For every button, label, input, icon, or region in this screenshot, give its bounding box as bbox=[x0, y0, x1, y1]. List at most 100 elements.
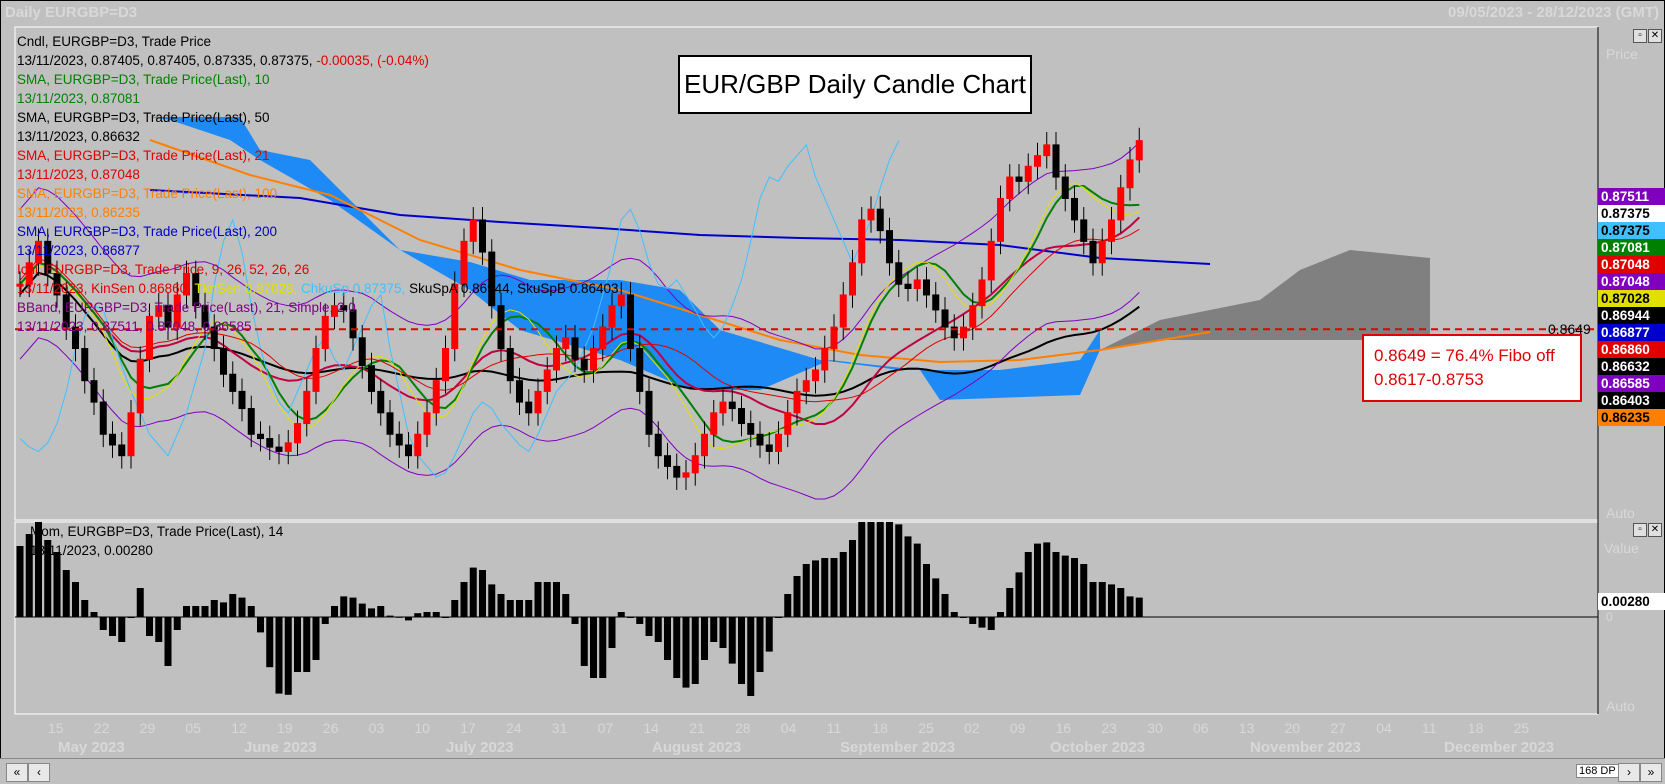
date-tick-label: 02 bbox=[964, 720, 980, 736]
momentum-close-icon[interactable]: ✕ bbox=[1648, 523, 1662, 537]
momentum-bar bbox=[682, 617, 690, 688]
candle-body bbox=[460, 240, 468, 285]
momentum-bar bbox=[969, 617, 977, 624]
candle-body bbox=[1015, 176, 1023, 182]
candle-body bbox=[645, 390, 653, 435]
candle-body bbox=[1024, 165, 1032, 182]
momentum-bar bbox=[192, 606, 200, 617]
restore-icon[interactable]: ▫ bbox=[1633, 29, 1647, 43]
date-tick-label: 23 bbox=[1101, 720, 1117, 736]
scroll-left-icon[interactable]: ‹ bbox=[28, 763, 50, 782]
price-auto-label[interactable]: Auto bbox=[1606, 505, 1635, 521]
momentum-restore-icon[interactable]: ▫ bbox=[1633, 523, 1647, 537]
legend-line: 13/11/2023, KinSen 0.86860, TknSen 0.870… bbox=[17, 279, 619, 298]
momentum-bar bbox=[340, 596, 348, 617]
candle-body bbox=[257, 433, 264, 440]
candle-body bbox=[210, 326, 218, 350]
date-tick-label: 18 bbox=[872, 720, 888, 736]
date-tick-label: 16 bbox=[1055, 720, 1072, 736]
momentum-bar bbox=[303, 617, 311, 672]
momentum-bar bbox=[775, 617, 782, 618]
momentum-bar bbox=[414, 613, 422, 617]
legend-text: 13/11/2023, 0.87511, 0.87048, 0.86585 bbox=[17, 319, 252, 334]
fibo-annotation-line1: 0.8649 = 76.4% Fibo off bbox=[1374, 346, 1555, 365]
title-bar: Daily EURGBP=D3 09/05/2023 - 28/12/2023 … bbox=[0, 0, 1665, 26]
momentum-bar bbox=[201, 606, 209, 617]
momentum-bar bbox=[1015, 572, 1023, 617]
scroll-right-icon[interactable]: › bbox=[1618, 763, 1640, 782]
momentum-bar bbox=[784, 594, 792, 617]
price-tag: 0.87375 bbox=[1598, 205, 1665, 222]
momentum-bar bbox=[442, 617, 449, 618]
candle-body bbox=[1071, 197, 1078, 221]
candle-body bbox=[312, 348, 320, 392]
candle-body bbox=[636, 348, 644, 392]
candle-body bbox=[395, 433, 403, 446]
legend-text: 13/11/2023, 0.86235 bbox=[17, 205, 140, 220]
candle-body bbox=[765, 444, 773, 452]
price-tag: 0.86944 bbox=[1598, 307, 1665, 324]
momentum-bar bbox=[580, 617, 588, 666]
momentum-bar bbox=[81, 600, 89, 617]
date-tick-label: 26 bbox=[322, 720, 339, 736]
price-tag: 0.86877 bbox=[1598, 324, 1665, 341]
candle-body bbox=[146, 315, 153, 360]
legend-text: SMA, EURGBP=D3, Trade Price(Last), 200 bbox=[17, 224, 277, 239]
candle-body bbox=[756, 433, 764, 446]
candle-body bbox=[997, 197, 1004, 242]
momentum-bar bbox=[858, 522, 866, 617]
date-tick-label: 30 bbox=[1147, 720, 1163, 736]
close-icon[interactable]: ✕ bbox=[1648, 29, 1662, 43]
date-tick-label: 03 bbox=[368, 720, 385, 736]
momentum-bar bbox=[747, 617, 755, 696]
candle-body bbox=[1126, 159, 1134, 189]
momentum-bar bbox=[673, 617, 681, 678]
momentum-bar bbox=[1108, 584, 1115, 617]
candle-body bbox=[710, 412, 718, 435]
momentum-bar bbox=[312, 617, 320, 660]
price-tag: 0.86632 bbox=[1598, 358, 1665, 375]
candle-body bbox=[16, 283, 24, 287]
price-tag: 0.87511 bbox=[1598, 188, 1665, 205]
momentum-bar bbox=[109, 617, 116, 636]
momentum-bar bbox=[164, 617, 172, 666]
momentum-bar bbox=[146, 617, 153, 636]
date-tick-label: 25 bbox=[1513, 720, 1530, 736]
momentum-bar bbox=[913, 543, 921, 617]
legend-text: SMA, EURGBP=D3, Trade Price(Last), 10 bbox=[17, 72, 270, 87]
momentum-bar bbox=[802, 564, 810, 617]
fibo-annotation-line2: 0.8617-0.8753 bbox=[1374, 370, 1484, 389]
legend-line: 13/11/2023, 0.86235 bbox=[17, 203, 619, 222]
candle-body bbox=[987, 240, 995, 281]
candle-body bbox=[469, 219, 477, 242]
momentum-bar bbox=[506, 600, 514, 617]
scroll-start-icon[interactable]: « bbox=[6, 763, 28, 782]
data-points-label: 168 DP bbox=[1576, 764, 1619, 778]
momentum-bar bbox=[1098, 582, 1106, 617]
candle-body bbox=[99, 401, 107, 435]
candle-body bbox=[516, 380, 523, 403]
value-auto-label[interactable]: Auto bbox=[1606, 698, 1635, 714]
candle-body bbox=[886, 230, 893, 264]
candle-body bbox=[654, 433, 662, 457]
momentum-bar bbox=[1135, 597, 1143, 617]
candle-body bbox=[349, 309, 357, 339]
candle-body bbox=[173, 294, 181, 328]
candle-body bbox=[118, 444, 126, 457]
date-tick-label: 11 bbox=[1422, 720, 1437, 736]
legend-value: -0.00035, (-0.04%) bbox=[316, 53, 429, 68]
candle-body bbox=[812, 369, 819, 382]
scroll-end-icon[interactable]: » bbox=[1640, 763, 1662, 782]
sma50-line bbox=[19, 271, 1140, 397]
date-tick-label: 09 bbox=[1009, 720, 1026, 736]
candle-body bbox=[432, 380, 440, 414]
momentum-bar bbox=[849, 540, 856, 617]
candle-body bbox=[543, 369, 551, 392]
date-tick-label: 10 bbox=[414, 720, 430, 736]
price-tag: 0.86403 bbox=[1598, 392, 1665, 409]
momentum-bar bbox=[469, 567, 477, 617]
candle-body bbox=[53, 273, 61, 296]
date-tick-label: 24 bbox=[506, 720, 522, 736]
candle-body bbox=[728, 401, 736, 410]
